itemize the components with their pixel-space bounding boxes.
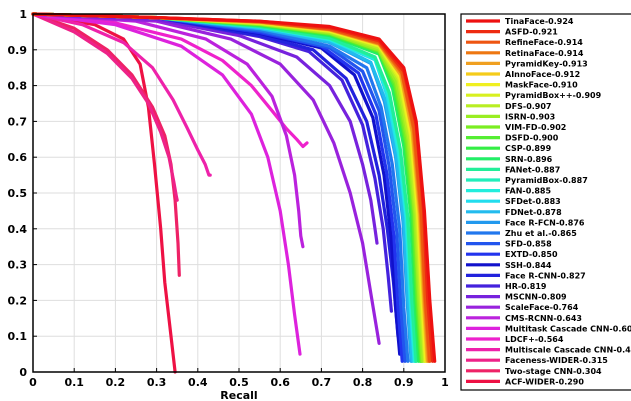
x-tick-label: 0.4: [188, 376, 208, 389]
series-lines: [31, 12, 437, 374]
legend-label: SFDet-0.883: [505, 197, 561, 206]
legend-label: AInnoFace-0.912: [505, 70, 580, 79]
y-tick-label: 0.5: [8, 187, 28, 200]
series-line-30: [31, 12, 309, 149]
x-tick-label: 0.3: [147, 376, 167, 389]
legend-label: CSP-0.899: [505, 144, 552, 153]
legend-label: Faceness-WIDER-0.315: [505, 356, 608, 365]
y-tick-label: 0.8: [8, 80, 28, 93]
y-tick-label: 0.9: [8, 44, 28, 57]
y-axis-ticks: 0 0.1 0.2 0.3 0.4 0.5 0.6 0.7 0.8 0.9 1: [8, 8, 37, 379]
legend-label: ISRN-0.903: [505, 112, 555, 121]
x-tick-label: 0.1: [64, 376, 84, 389]
legend-label: FDNet-0.878: [505, 208, 562, 217]
legend-label: PyramidKey-0.913: [505, 59, 588, 68]
x-tick-label: 0.9: [394, 376, 414, 389]
legend-label: PyramidBox++-0.909: [505, 91, 602, 100]
legend-label: HR-0.819: [505, 282, 547, 291]
x-axis-title: Recall: [220, 389, 257, 401]
y-tick-label: 0.7: [8, 115, 28, 128]
legend-label: Face R-FCN-0.876: [505, 218, 585, 227]
legend-label: Multiscale Cascade CNN-0.400: [505, 346, 631, 355]
y-tick-label: 0.1: [8, 330, 28, 343]
x-axis-ticks: 0 0.1 0.2 0.3 0.4 0.5 0.6 0.7 0.8 0.9 1: [29, 368, 449, 389]
x-tick-label: 0.5: [229, 376, 249, 389]
legend-label: ASFD-0.921: [505, 28, 558, 37]
legend-label: FAN-0.885: [505, 187, 551, 196]
legend-label: FANet-0.887: [505, 165, 560, 174]
legend-label: DFS-0.907: [505, 102, 552, 111]
legend-label: TinaFace-0.924: [505, 17, 574, 26]
y-tick-label: 0: [19, 366, 27, 379]
x-tick-label: 1: [441, 376, 449, 389]
legend-label: RefineFace-0.914: [505, 38, 583, 47]
y-tick-label: 0.6: [8, 151, 28, 164]
x-tick-label: 0: [29, 376, 37, 389]
y-tick-label: 1: [19, 8, 27, 21]
series-line-27: [31, 12, 381, 345]
legend-label: Two-stage CNN-0.304: [505, 367, 602, 376]
legend-label: PyramidBox-0.887: [505, 176, 588, 185]
legend-label: LDCF+-0.564: [505, 335, 564, 344]
y-tick-label: 0.2: [8, 294, 28, 307]
legend-label: Zhu et al.-0.865: [505, 229, 577, 238]
legend-label: ACF-WIDER-0.290: [505, 377, 584, 386]
x-tick-label: 0.7: [312, 376, 332, 389]
x-tick-label: 0.6: [270, 376, 290, 389]
x-tick-label: 0.8: [353, 376, 373, 389]
legend-label: SFD-0.858: [505, 240, 552, 249]
legend-label: Multitask Cascade CNN-0.607: [505, 324, 631, 333]
x-tick-label: 0.2: [106, 376, 126, 389]
series-line-31: [31, 12, 212, 177]
y-tick-label: 0.4: [8, 223, 28, 236]
legend-label: ScaleFace-0.764: [505, 303, 579, 312]
y-tick-label: 0.3: [8, 259, 28, 272]
series-line-29: [31, 12, 302, 356]
legend: TinaFace-0.924 ASFD-0.921RefineFace-0.914…: [466, 17, 631, 386]
series-line-33: [31, 12, 181, 277]
series-line-32: [31, 12, 179, 202]
legend-label: DSFD-0.900: [505, 134, 559, 143]
series-line-0: [31, 12, 437, 363]
legend-label: EXTD-0.850: [505, 250, 558, 259]
legend-label: SRN-0.896: [505, 155, 553, 164]
legend-label: RetinaFace-0.914: [505, 49, 584, 58]
legend-label: Face R-CNN-0.827: [505, 271, 586, 280]
series-line-34: [31, 12, 177, 374]
legend-label: CMS-RCNN-0.643: [505, 314, 582, 323]
legend-label: SSH-0.844: [505, 261, 552, 270]
series-line-26: [31, 12, 379, 245]
series-line-28: [31, 12, 305, 249]
legend-label: MSCNN-0.809: [505, 293, 567, 302]
legend-label: MaskFace-0.910: [505, 81, 578, 90]
legend-label: VIM-FD-0.902: [505, 123, 566, 132]
